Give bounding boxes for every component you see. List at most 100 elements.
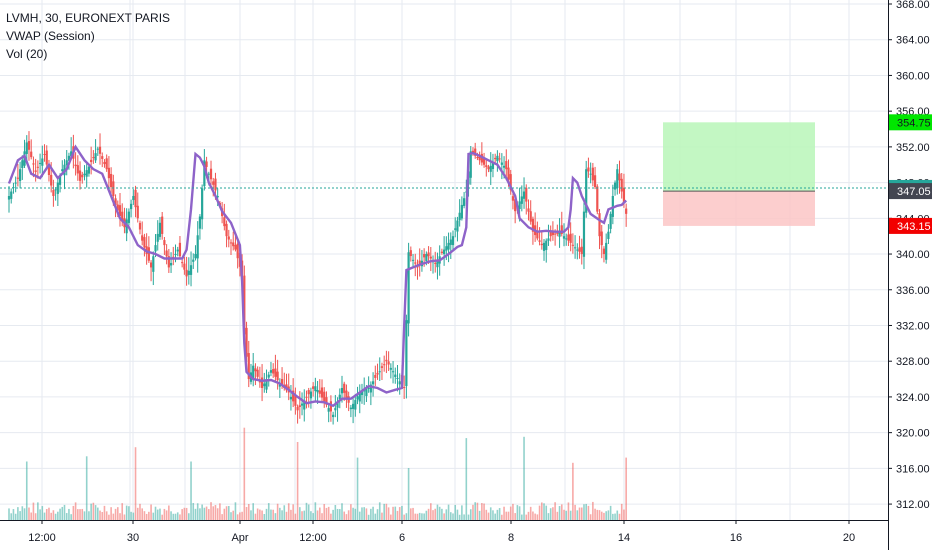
candle-body xyxy=(451,236,455,246)
volume-bar xyxy=(467,514,470,520)
volume-bar xyxy=(405,513,408,520)
candle-body xyxy=(183,263,186,270)
candle-body xyxy=(383,364,386,366)
volume-bar xyxy=(156,509,159,520)
volume-bar xyxy=(50,512,52,520)
volume-bar xyxy=(310,511,312,520)
candle-body xyxy=(582,211,586,257)
volume-bar xyxy=(492,510,494,520)
candle-body xyxy=(143,237,146,248)
volume-bar xyxy=(463,514,465,520)
volume-bar xyxy=(523,436,525,520)
volume-bar xyxy=(598,510,601,520)
candle-body xyxy=(305,396,308,398)
volume-bar xyxy=(43,512,46,520)
candle-body xyxy=(325,397,328,405)
candle-body xyxy=(454,228,457,230)
volume-bar xyxy=(516,505,519,520)
candle-body xyxy=(121,211,124,222)
volume-bar xyxy=(121,503,124,520)
candle-body xyxy=(229,242,233,244)
volume-bar xyxy=(245,507,248,520)
candle-body xyxy=(83,173,86,176)
price-tick-label: 336.00 xyxy=(896,285,930,297)
candle-body xyxy=(256,369,259,377)
candle-body xyxy=(569,233,572,243)
candle-body xyxy=(309,391,313,399)
candle-body xyxy=(496,155,499,162)
candle-body xyxy=(67,155,71,161)
candle-body xyxy=(429,256,432,259)
volume-bar xyxy=(208,509,210,520)
price-axis[interactable]: 368.00364.00360.00356.00352.00348.00344.… xyxy=(888,0,932,550)
symbol-title[interactable]: LVMH, 30, EURONEXT PARIS xyxy=(6,11,171,25)
volume-bar xyxy=(159,508,161,520)
position-tool[interactable] xyxy=(663,122,815,226)
candle-body xyxy=(318,390,321,394)
volume-bar xyxy=(449,512,452,520)
volume-bar xyxy=(434,508,437,520)
volume-bar xyxy=(130,511,132,520)
candle-body xyxy=(498,158,501,160)
candle-body xyxy=(81,174,84,178)
price-tick-label: 352.00 xyxy=(896,142,930,154)
volume-bar xyxy=(290,509,292,520)
candle-body xyxy=(598,213,601,237)
candle-body xyxy=(574,247,577,249)
volume-bar xyxy=(294,513,297,520)
volume-bar xyxy=(441,508,443,520)
volume-bar xyxy=(600,511,603,520)
candle-body xyxy=(156,233,159,242)
volume-bar xyxy=(585,503,587,520)
volume-bar xyxy=(52,510,55,520)
volume-bar xyxy=(101,512,104,520)
volume-bar xyxy=(23,508,26,520)
volume-bar xyxy=(503,506,505,520)
candle-body xyxy=(185,269,188,277)
volume-bar xyxy=(554,502,556,520)
volume-bar xyxy=(319,507,321,520)
volume-bar xyxy=(168,505,170,520)
candle-body xyxy=(25,142,28,154)
candle-body xyxy=(247,353,250,380)
candle-body xyxy=(58,175,62,185)
volume-bar xyxy=(625,457,627,520)
volume-bar xyxy=(350,504,352,520)
candle-body xyxy=(349,407,352,410)
volume-bar xyxy=(358,511,361,520)
candle-body xyxy=(565,238,568,240)
volume-bar xyxy=(416,513,419,520)
volume-bar xyxy=(145,513,148,520)
volume-bar xyxy=(250,510,252,520)
volume-bar xyxy=(481,503,483,520)
volume-indicator-label[interactable]: Vol (20) xyxy=(6,47,48,61)
candle-body xyxy=(34,170,37,172)
volume-bar xyxy=(454,504,457,520)
candle-body xyxy=(600,231,603,246)
candle-body xyxy=(269,370,273,373)
vwap-indicator-label[interactable]: VWAP (Session) xyxy=(6,29,95,43)
volume-bar xyxy=(374,513,377,520)
volume-bar xyxy=(403,514,405,520)
candle-body xyxy=(78,170,82,181)
candle-body xyxy=(622,187,626,203)
candle-body xyxy=(371,381,375,385)
candle-body xyxy=(491,162,495,170)
time-axis[interactable]: 12:00 30 Apr 12:00 6 8 14 16 20 xyxy=(0,520,888,550)
candle-body xyxy=(356,396,359,400)
volume-bar xyxy=(183,507,186,520)
volume-bar xyxy=(547,513,550,520)
candle-body xyxy=(296,406,299,411)
candle-body xyxy=(14,182,17,184)
candle-body xyxy=(578,247,581,252)
volume-bar xyxy=(143,511,146,520)
candle-body xyxy=(260,377,264,388)
volume-bar xyxy=(489,507,492,520)
volume-bar xyxy=(199,508,201,520)
volume-bar xyxy=(338,509,341,520)
candle-body xyxy=(505,161,508,170)
volume-bar xyxy=(336,508,339,520)
volume-bar xyxy=(77,509,79,520)
